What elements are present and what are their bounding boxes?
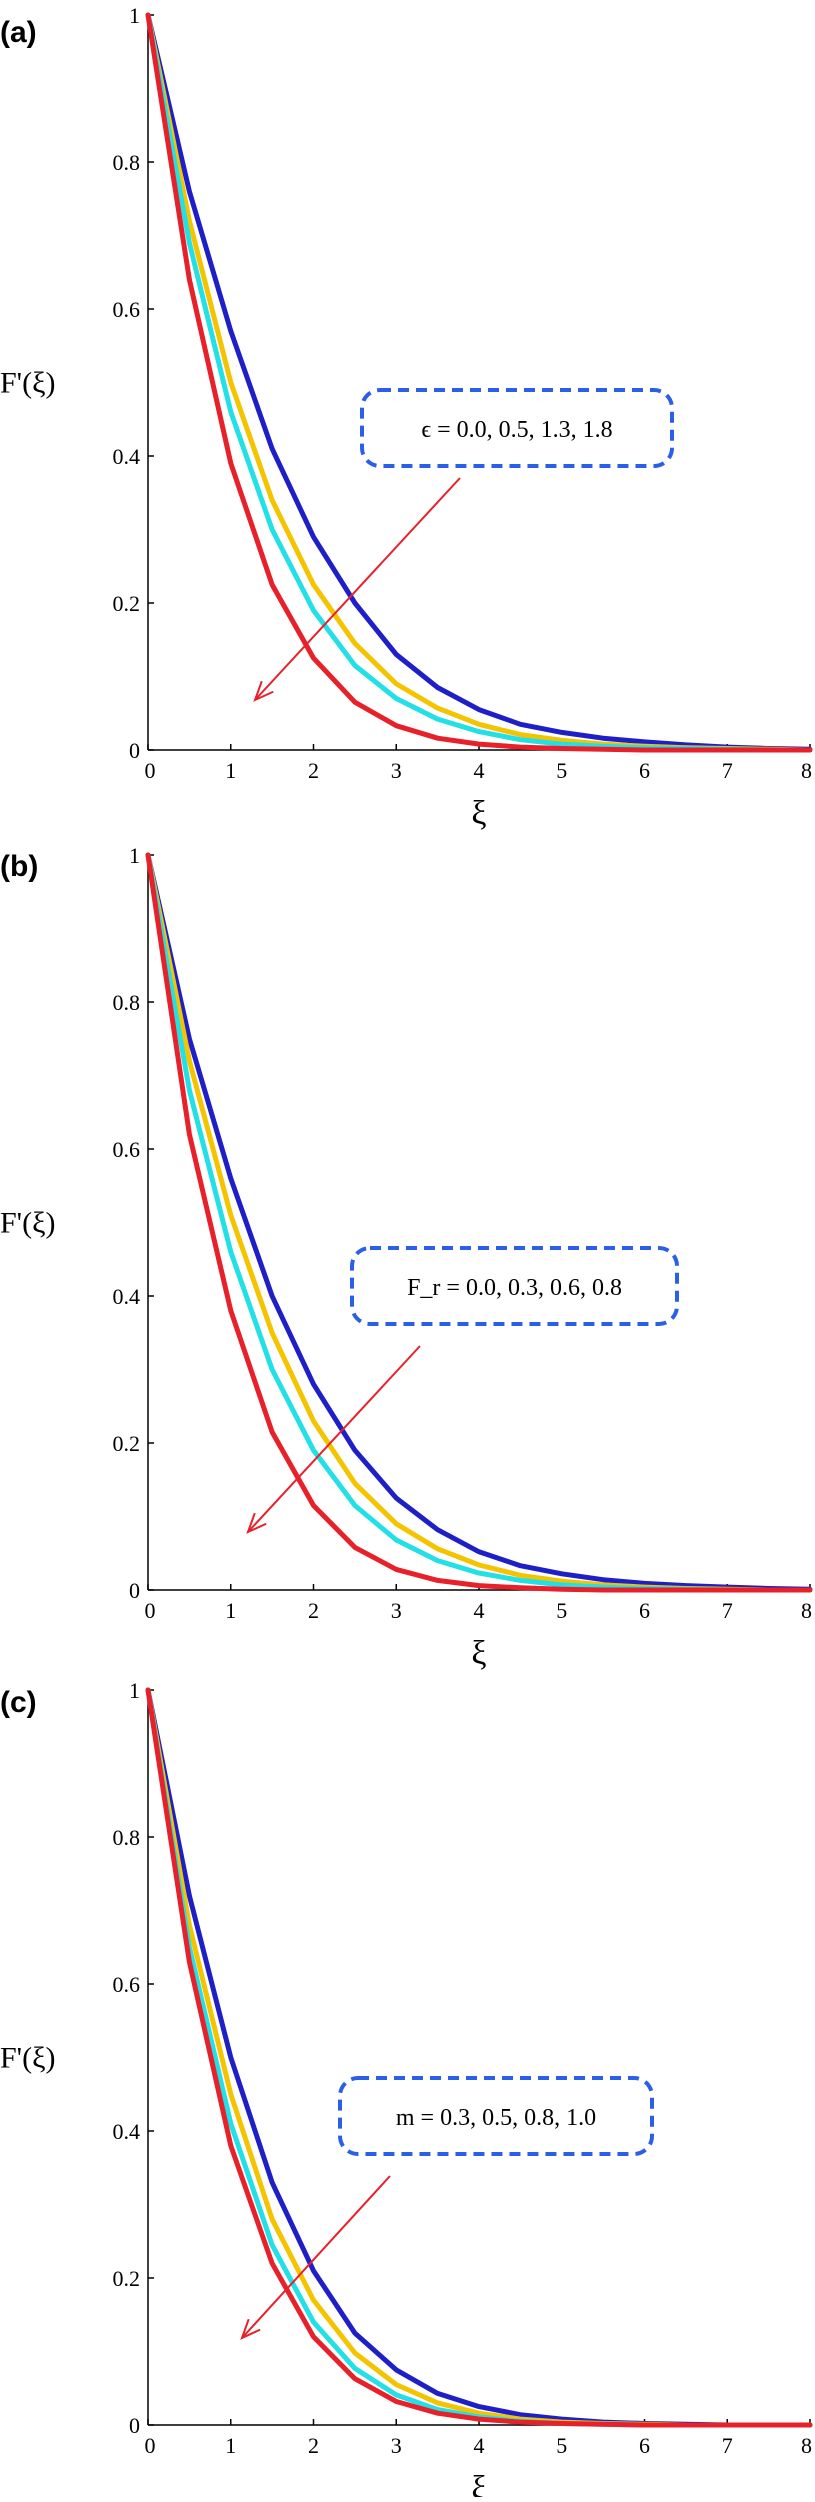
annotation-box bbox=[360, 388, 674, 468]
series-line-4 bbox=[145, 1687, 813, 2428]
x-tick-label: 6 bbox=[639, 2433, 650, 2458]
annotation-arrow bbox=[241, 2175, 391, 2339]
x-tick-label: 1 bbox=[225, 758, 236, 783]
x-tick-label: 0 bbox=[145, 2433, 156, 2458]
annotation-arrow bbox=[254, 477, 461, 701]
y-tick-label: 0.6 bbox=[113, 1972, 141, 1997]
y-tick-label: 1 bbox=[129, 843, 140, 868]
series-line-1 bbox=[145, 1687, 813, 2428]
x-tick-label: 6 bbox=[639, 1598, 650, 1623]
annotation-box bbox=[350, 1246, 679, 1326]
arrow-head bbox=[246, 1512, 267, 1534]
x-tick-label: 8 bbox=[801, 1598, 812, 1623]
chart-panel-c: (c) 0 1 2 3 4 5 6 7 8 0 0.2 0.4 0.6 0.8 1 ξ F'(ξ) m = 0.3,… bbox=[0, 1678, 813, 2502]
y-tick-label: 0.8 bbox=[113, 1825, 141, 1850]
x-tick-label: 7 bbox=[722, 758, 733, 783]
x-axis-label: ξ bbox=[471, 795, 486, 832]
annotation-box bbox=[338, 2076, 654, 2156]
x-tick-label: 0 bbox=[145, 1598, 156, 1623]
x-axis-label: ξ bbox=[471, 2470, 486, 2497]
y-axis-label: F'(ξ) bbox=[0, 367, 55, 400]
y-tick-label: 0 bbox=[129, 1578, 140, 1603]
x-tick-label: 2 bbox=[308, 1598, 319, 1623]
x-tick-label: 0 bbox=[145, 758, 156, 783]
y-tick-label: 0.8 bbox=[113, 990, 141, 1015]
x-tick-label: 2 bbox=[308, 2433, 319, 2458]
y-tick-label: 0.8 bbox=[113, 150, 141, 175]
y-tick-label: 0 bbox=[129, 2413, 140, 2438]
arrow-head bbox=[253, 680, 274, 702]
x-tick-label: 3 bbox=[391, 2433, 402, 2458]
panel-label: (b) bbox=[0, 850, 38, 883]
y-tick-label: 0.2 bbox=[113, 591, 141, 616]
panel-label: (c) bbox=[0, 1686, 37, 1719]
x-tick-label: 7 bbox=[722, 1598, 733, 1623]
y-tick-label: 0 bbox=[129, 738, 140, 763]
x-tick-label: 5 bbox=[556, 758, 567, 783]
x-tick-label: 4 bbox=[474, 2433, 485, 2458]
y-tick-label: 1 bbox=[129, 1678, 140, 1703]
x-tick-label: 1 bbox=[225, 1598, 236, 1623]
x-tick-label: 6 bbox=[639, 758, 650, 783]
x-tick-label: 1 bbox=[225, 2433, 236, 2458]
y-tick-label: 0.2 bbox=[113, 2266, 141, 2291]
x-tick-label: 8 bbox=[801, 758, 812, 783]
series-line-4 bbox=[145, 852, 813, 1593]
annotation-text: ϵ = 0.0, 0.5, 1.3, 1.8 bbox=[421, 417, 612, 443]
y-tick-label: 0.4 bbox=[113, 444, 141, 469]
series-line-2 bbox=[145, 1687, 813, 2428]
y-tick-label: 0.6 bbox=[113, 1137, 141, 1162]
y-tick-label: 0.4 bbox=[113, 1284, 141, 1309]
x-tick-label: 7 bbox=[722, 2433, 733, 2458]
x-tick-label: 3 bbox=[391, 1598, 402, 1623]
x-tick-label: 5 bbox=[556, 1598, 567, 1623]
x-tick-label: 8 bbox=[801, 2433, 812, 2458]
series-line-1 bbox=[145, 852, 813, 1592]
x-tick-label: 5 bbox=[556, 2433, 567, 2458]
panel-label: (a) bbox=[0, 16, 37, 49]
chart-panel-b: (b) 0 1 2 3 4 5 6 7 8 0 0.2 0.4 0.6 0.8 1 ξ F'(ξ) F_r = 0.… bbox=[0, 843, 813, 1672]
x-tick-label: 3 bbox=[391, 758, 402, 783]
x-tick-label: 4 bbox=[474, 758, 485, 783]
y-axis-label: F'(ξ) bbox=[0, 2042, 55, 2075]
y-tick-label: 1 bbox=[129, 3, 140, 28]
arrow-head bbox=[240, 2318, 261, 2340]
y-tick-label: 0.6 bbox=[113, 297, 141, 322]
annotation-text: m = 0.3, 0.5, 0.8, 1.0 bbox=[396, 2105, 596, 2131]
series-line-1 bbox=[145, 12, 813, 752]
y-tick-label: 0.4 bbox=[113, 2119, 141, 2144]
x-tick-label: 2 bbox=[308, 758, 319, 783]
annotation-text: F_r = 0.0, 0.3, 0.6, 0.8 bbox=[407, 1275, 622, 1301]
x-tick-label: 4 bbox=[474, 1598, 485, 1623]
y-tick-label: 0.2 bbox=[113, 1431, 141, 1456]
x-axis-label: ξ bbox=[471, 1635, 486, 1672]
chart-panel-a: (a) 0 1 2 3 4 5 6 7 8 0 0.2 0.4 0.6 0.8 1 ξ F'(ξ) ϵ = 0.0,… bbox=[0, 3, 813, 832]
series-line-3 bbox=[145, 1687, 813, 2428]
series-line-4 bbox=[145, 12, 813, 753]
annotation-arrow bbox=[247, 1345, 421, 1533]
y-axis-label: F'(ξ) bbox=[0, 1207, 55, 1240]
